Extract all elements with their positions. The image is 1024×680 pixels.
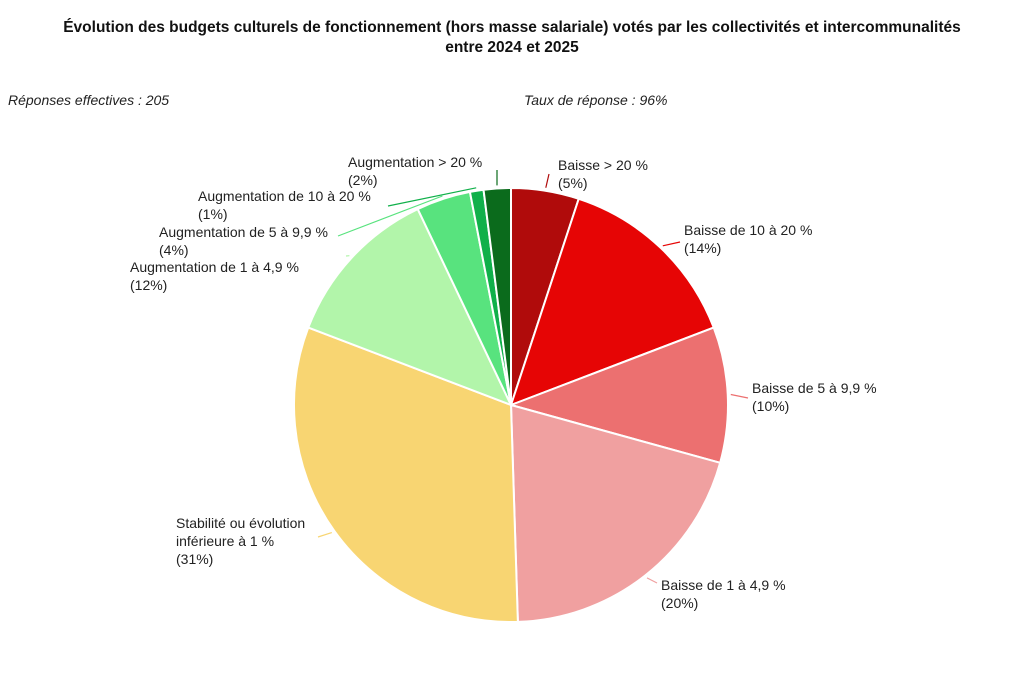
slice-percent-label: (31%)	[176, 551, 213, 567]
slice-label-baisse-de-1-a-4-9: Baisse de 1 à 4,9 % (20%)	[661, 577, 786, 611]
chart-title-line-1: Évolution des budgets culturels de fonct…	[63, 19, 961, 36]
slice-percent-label: (12%)	[130, 277, 167, 293]
slice-percent-label: (14%)	[684, 240, 721, 256]
leader-line-augmentation-de-10-a-20	[387, 187, 477, 207]
slice-label-baisse-de-5-a-9-9: Baisse de 5 à 9,9 % (10%)	[752, 380, 877, 414]
leader-line-baisse-de-5-a-9-9	[730, 393, 749, 399]
leader-line-stabilite-ou-evolution-inferieure-a-1	[317, 532, 332, 538]
slice-category-label: Baisse de 5 à 9,9 %	[752, 380, 877, 396]
slice-label-baisse-de-10-a-20: Baisse de 10 à 20 % (14%)	[684, 222, 812, 256]
pie-slice-baisse-de-5-a-9-9[interactable]	[507, 326, 729, 465]
slice-label-augmentation-de-10-a-20: Augmentation de 10 à 20 % (1%)	[198, 188, 371, 222]
pie-slice-augmentation-20[interactable]	[482, 186, 512, 406]
leader-line-augmentation-de-5-a-9-9	[337, 195, 443, 237]
chart-title-line-2: entre 2024 et 2025	[445, 39, 579, 56]
slice-percent-label: (10%)	[752, 398, 789, 414]
slice-category-label: Augmentation > 20 %	[348, 154, 482, 170]
leader-line-baisse-20	[545, 173, 550, 188]
response-rate-note: Taux de réponse : 96%	[524, 92, 668, 108]
slice-percent-label: (5%)	[558, 175, 588, 191]
slice-percent-label: (1%)	[198, 206, 228, 222]
slice-percent-label: (20%)	[661, 595, 698, 611]
pie-slice-augmentation-de-1-a-4-9[interactable]	[306, 207, 513, 407]
slice-category-label: Baisse > 20 %	[558, 157, 648, 173]
slice-label-augmentation-de-5-a-9-9: Augmentation de 5 à 9,9 % (4%)	[159, 224, 328, 258]
leader-line-baisse-de-1-a-4-9	[646, 577, 658, 584]
slice-label-stabilite-ou-evolution-inferieure-a-1: Stabilité ou évolution inférieure à 1 % (3…	[176, 515, 305, 567]
slice-percent-label: (2%)	[348, 172, 378, 188]
slice-category-label: Stabilité ou évolution	[176, 515, 305, 531]
slice-category-label: Baisse de 10 à 20 %	[684, 222, 812, 238]
responses-count-note: Réponses effectives : 205	[8, 92, 170, 108]
pie-slice-baisse-de-1-a-4-9[interactable]	[509, 403, 722, 623]
slice-percent-label: (4%)	[159, 242, 189, 258]
pie-slice-stabilite-ou-evolution-inferieure-a-1[interactable]	[293, 326, 519, 623]
slice-category-label: Augmentation de 1 à 4,9 %	[130, 259, 299, 275]
slice-label-baisse-20: Baisse > 20 % (5%)	[558, 157, 648, 191]
slice-label-augmentation-de-1-a-4-9: Augmentation de 1 à 4,9 % (12%)	[130, 259, 299, 293]
chart-title: Évolution des budgets culturels de fonct…	[0, 18, 1024, 58]
slice-category-label: Augmentation de 10 à 20 %	[198, 188, 371, 204]
slice-category-label: Augmentation de 5 à 9,9 %	[159, 224, 328, 240]
slice-category-label: Baisse de 1 à 4,9 %	[661, 577, 786, 593]
slice-category-label: inférieure à 1 %	[176, 533, 274, 549]
leader-line-baisse-de-10-a-20	[662, 241, 681, 247]
pie-slice-baisse-de-10-a-20[interactable]	[509, 197, 716, 407]
slice-label-augmentation-20: Augmentation > 20 % (2%)	[348, 154, 482, 188]
